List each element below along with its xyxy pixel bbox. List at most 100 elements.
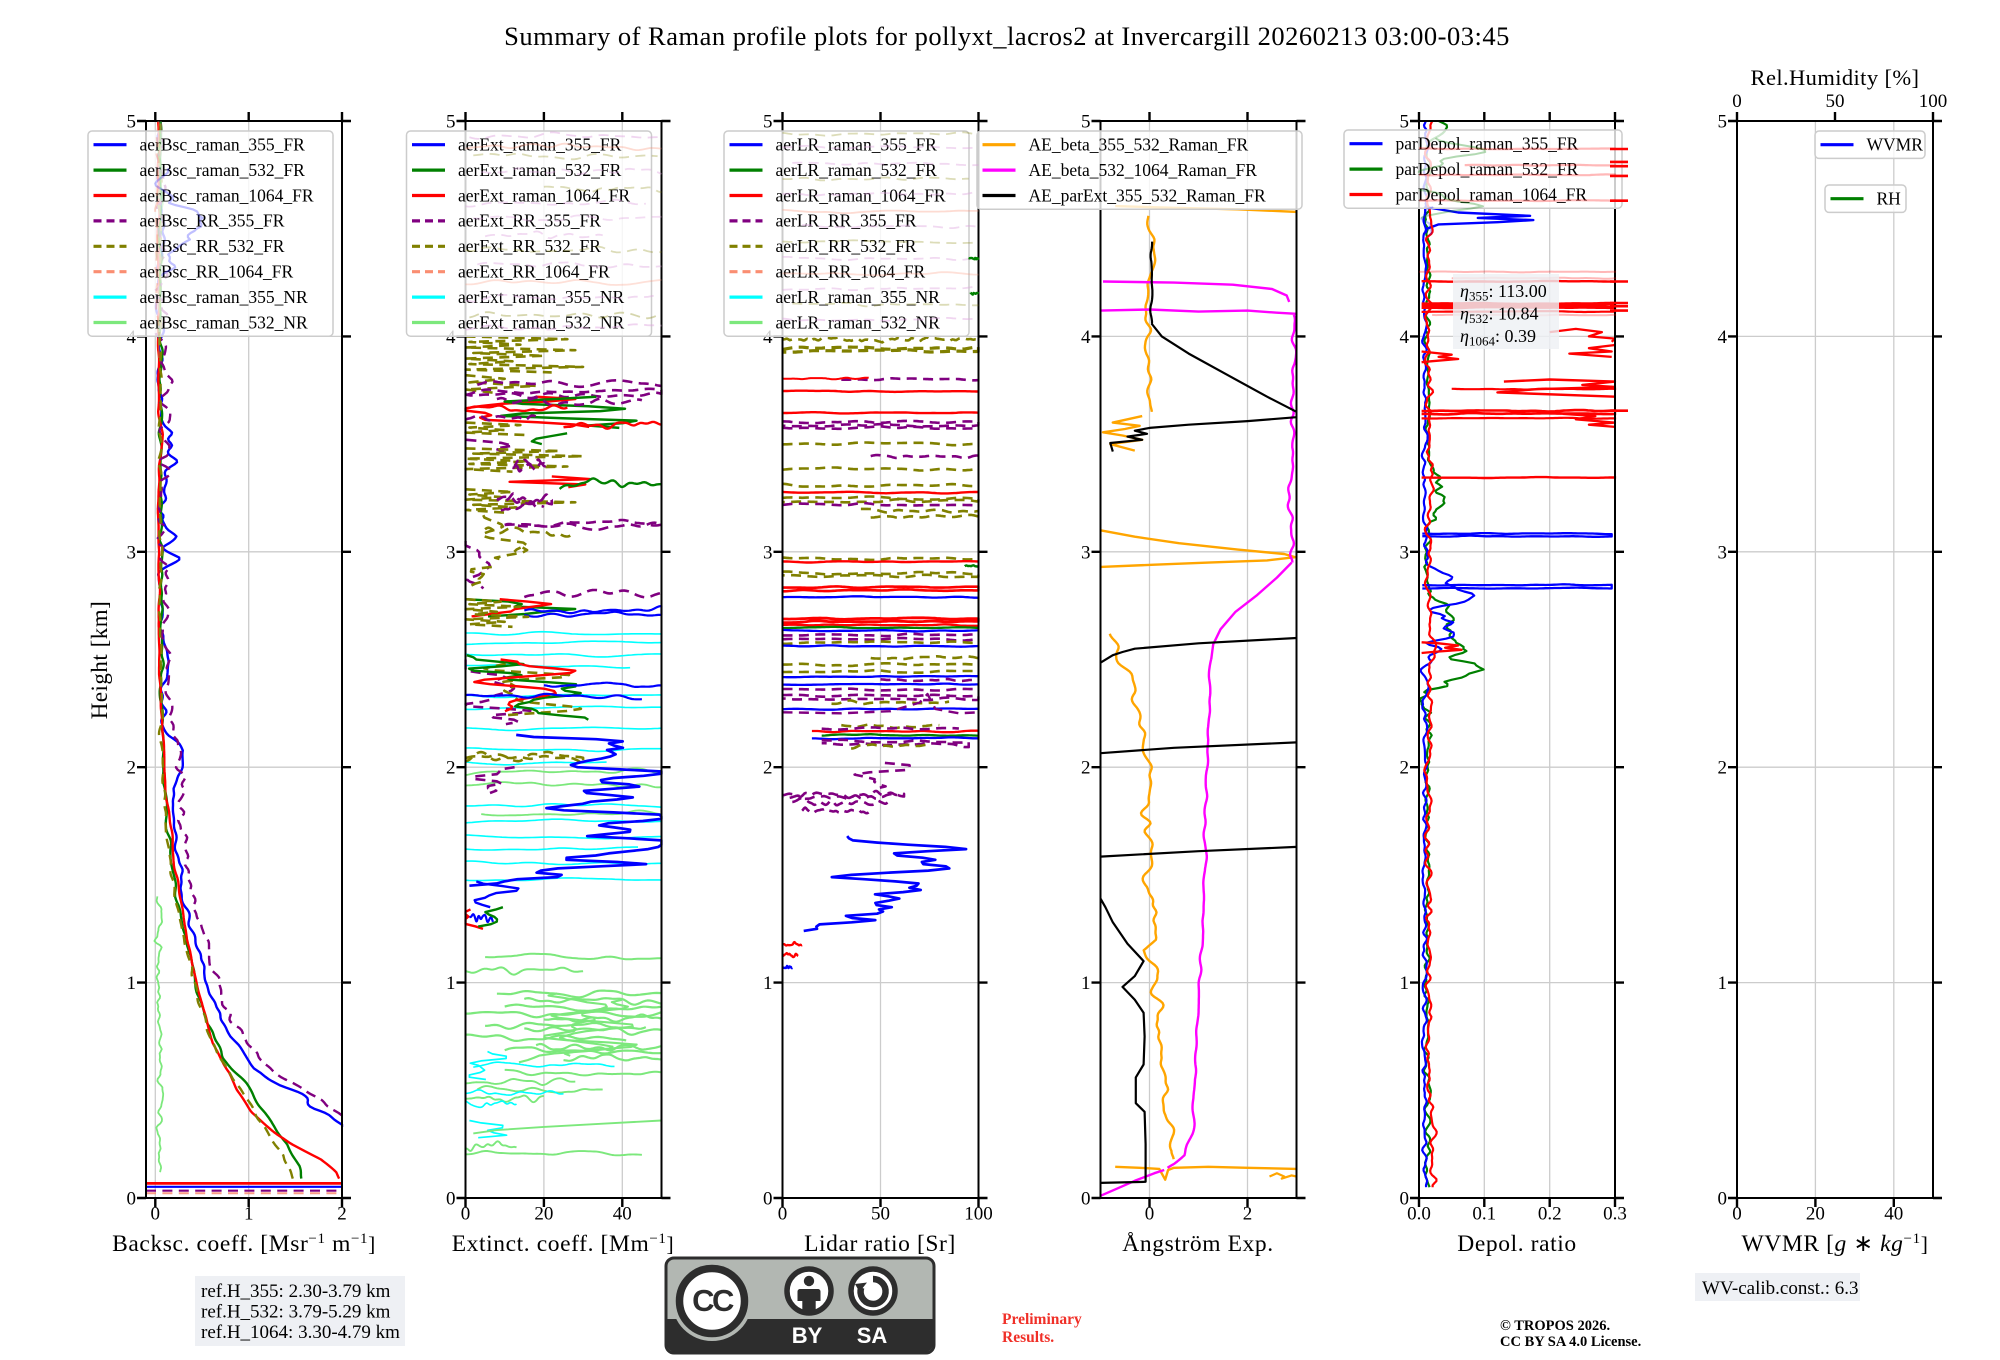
svg-text:aerLR_RR_355_FR: aerLR_RR_355_FR: [776, 211, 917, 231]
svg-text:ref.H_532: 3.79-5.29 km: ref.H_532: 3.79-5.29 km: [201, 1302, 391, 1323]
svg-text:Backsc. coeff. [Msr−1 m−1]: Backsc. coeff. [Msr−1 m−1]: [112, 1231, 376, 1257]
svg-text:WV-calib.const.: 6.3: WV-calib.const.: 6.3: [1702, 1278, 1859, 1299]
svg-text:Extinct. coeff. [Mm−1]: Extinct. coeff. [Mm−1]: [452, 1231, 675, 1257]
svg-text:5: 5: [1081, 112, 1091, 133]
svg-text:0: 0: [461, 1204, 471, 1225]
svg-text:Ångström Exp.: Ångström Exp.: [1122, 1231, 1273, 1257]
svg-text:0: 0: [1732, 1204, 1742, 1225]
svg-text:aerLR_raman_1064_FR: aerLR_raman_1064_FR: [776, 185, 946, 205]
svg-text:3: 3: [1400, 542, 1410, 563]
svg-text:aerExt_raman_532_FR: aerExt_raman_532_FR: [458, 160, 622, 180]
svg-text:0.1: 0.1: [1472, 1204, 1496, 1225]
svg-text:4: 4: [1400, 327, 1410, 348]
svg-text:η1064: 0.39: η1064: 0.39: [1460, 326, 1536, 349]
svg-text:2: 2: [1081, 758, 1091, 779]
svg-text:η532: 10.84: η532: 10.84: [1460, 304, 1538, 327]
svg-text:3: 3: [1718, 542, 1728, 563]
svg-text:0: 0: [1145, 1204, 1155, 1225]
svg-text:50: 50: [1826, 91, 1845, 112]
svg-text:4: 4: [763, 327, 773, 348]
svg-text:aerExt_raman_1064_FR: aerExt_raman_1064_FR: [458, 185, 630, 205]
svg-text:0.2: 0.2: [1538, 1204, 1562, 1225]
svg-text:Height [km]: Height [km]: [87, 601, 112, 720]
svg-text:3: 3: [763, 542, 773, 563]
svg-text:aerBsc_raman_355_FR: aerBsc_raman_355_FR: [140, 135, 306, 155]
svg-text:aerLR_raman_532_FR: aerLR_raman_532_FR: [776, 160, 938, 180]
svg-text:2: 2: [763, 758, 773, 779]
svg-text:WVMR [g ∗ kg−1]: WVMR [g ∗ kg−1]: [1742, 1231, 1929, 1257]
svg-text:0: 0: [151, 1204, 161, 1225]
svg-text:1: 1: [1400, 973, 1410, 994]
svg-text:ref.H_355: 2.30-3.79 km: ref.H_355: 2.30-3.79 km: [201, 1281, 391, 1302]
svg-text:20: 20: [534, 1204, 553, 1225]
svg-text:aerLR_RR_1064_FR: aerLR_RR_1064_FR: [776, 262, 926, 282]
svg-text:0.3: 0.3: [1603, 1204, 1627, 1225]
svg-text:Depol. ratio: Depol. ratio: [1457, 1231, 1576, 1257]
svg-text:ref.H_1064: 3.30-4.79 km: ref.H_1064: 3.30-4.79 km: [201, 1322, 400, 1343]
svg-text:20: 20: [1806, 1204, 1825, 1225]
svg-text:0.0: 0.0: [1407, 1204, 1431, 1225]
svg-text:parDepol_raman_532_FR: parDepol_raman_532_FR: [1396, 159, 1579, 179]
svg-text:aerExt_raman_355_NR: aerExt_raman_355_NR: [458, 287, 625, 307]
svg-text:AE_beta_532_1064_Raman_FR: AE_beta_532_1064_Raman_FR: [1029, 160, 1258, 180]
svg-text:Results.: Results.: [1002, 1329, 1054, 1346]
svg-text:aerLR_raman_532_NR: aerLR_raman_532_NR: [776, 312, 941, 332]
svg-text:aerExt_RR_1064_FR: aerExt_RR_1064_FR: [458, 262, 610, 282]
svg-text:BY: BY: [792, 1323, 823, 1348]
svg-text:AE_parExt_355_532_Raman_FR: AE_parExt_355_532_Raman_FR: [1029, 185, 1267, 205]
svg-text:RH: RH: [1877, 189, 1902, 209]
svg-text:aerExt_raman_532_NR: aerExt_raman_532_NR: [458, 312, 625, 332]
svg-text:4: 4: [127, 327, 137, 348]
svg-text:0: 0: [778, 1204, 788, 1225]
svg-text:4: 4: [1718, 327, 1728, 348]
svg-text:1: 1: [1081, 973, 1091, 994]
svg-text:aerLR_raman_355_FR: aerLR_raman_355_FR: [776, 135, 938, 155]
svg-text:1: 1: [763, 973, 773, 994]
svg-text:2: 2: [337, 1204, 347, 1225]
svg-text:5: 5: [1400, 112, 1410, 133]
svg-text:aerBsc_raman_1064_FR: aerBsc_raman_1064_FR: [140, 185, 314, 205]
svg-text:5: 5: [763, 112, 773, 133]
svg-text:1: 1: [1718, 973, 1728, 994]
svg-text:5: 5: [1718, 112, 1728, 133]
svg-text:0: 0: [1400, 1189, 1410, 1210]
svg-text:2: 2: [1243, 1204, 1253, 1225]
svg-text:0: 0: [763, 1189, 773, 1210]
svg-text:SA: SA: [857, 1323, 888, 1348]
svg-text:2: 2: [1718, 758, 1728, 779]
svg-text:5: 5: [446, 112, 456, 133]
svg-text:1: 1: [127, 973, 137, 994]
svg-text:0: 0: [1081, 1189, 1091, 1210]
svg-text:100: 100: [1919, 91, 1948, 112]
svg-text:3: 3: [446, 542, 456, 563]
svg-text:aerExt_RR_532_FR: aerExt_RR_532_FR: [458, 236, 601, 256]
svg-text:40: 40: [613, 1204, 632, 1225]
svg-text:50: 50: [871, 1204, 890, 1225]
svg-text:© TROPOS 2026.: © TROPOS 2026.: [1500, 1318, 1610, 1334]
svg-text:aerBsc_RR_1064_FR: aerBsc_RR_1064_FR: [140, 262, 294, 282]
svg-text:1: 1: [244, 1204, 254, 1225]
svg-text:2: 2: [446, 758, 456, 779]
svg-text:aerLR_RR_532_FR: aerLR_RR_532_FR: [776, 236, 917, 256]
svg-text:0: 0: [1718, 1189, 1728, 1210]
svg-text:aerBsc_raman_532_FR: aerBsc_raman_532_FR: [140, 160, 306, 180]
svg-text:aerBsc_raman_355_NR: aerBsc_raman_355_NR: [140, 287, 308, 307]
svg-text:parDepol_raman_355_FR: parDepol_raman_355_FR: [1396, 134, 1579, 154]
svg-text:Summary of Raman profile plots: Summary of Raman profile plots for polly…: [504, 21, 1510, 51]
svg-text:aerBsc_raman_532_NR: aerBsc_raman_532_NR: [140, 312, 308, 332]
svg-text:Preliminary: Preliminary: [1002, 1311, 1082, 1328]
svg-text:3: 3: [127, 542, 137, 563]
svg-text:CC: CC: [692, 1283, 734, 1318]
svg-text:2: 2: [127, 758, 137, 779]
svg-text:100: 100: [964, 1204, 993, 1225]
svg-text:aerExt_raman_355_FR: aerExt_raman_355_FR: [458, 135, 622, 155]
svg-text:Lidar ratio [Sr]: Lidar ratio [Sr]: [804, 1231, 956, 1257]
svg-text:η355: 113.00: η355: 113.00: [1460, 281, 1547, 304]
svg-text:aerBsc_RR_532_FR: aerBsc_RR_532_FR: [140, 236, 285, 256]
svg-text:CC BY SA 4.0 License.: CC BY SA 4.0 License.: [1500, 1334, 1641, 1350]
svg-text:WVMR: WVMR: [1867, 135, 1924, 155]
svg-text:Rel.Humidity [%]: Rel.Humidity [%]: [1751, 65, 1920, 90]
svg-text:aerLR_raman_355_NR: aerLR_raman_355_NR: [776, 287, 941, 307]
svg-text:aerBsc_RR_355_FR: aerBsc_RR_355_FR: [140, 211, 285, 231]
svg-text:1: 1: [446, 973, 456, 994]
